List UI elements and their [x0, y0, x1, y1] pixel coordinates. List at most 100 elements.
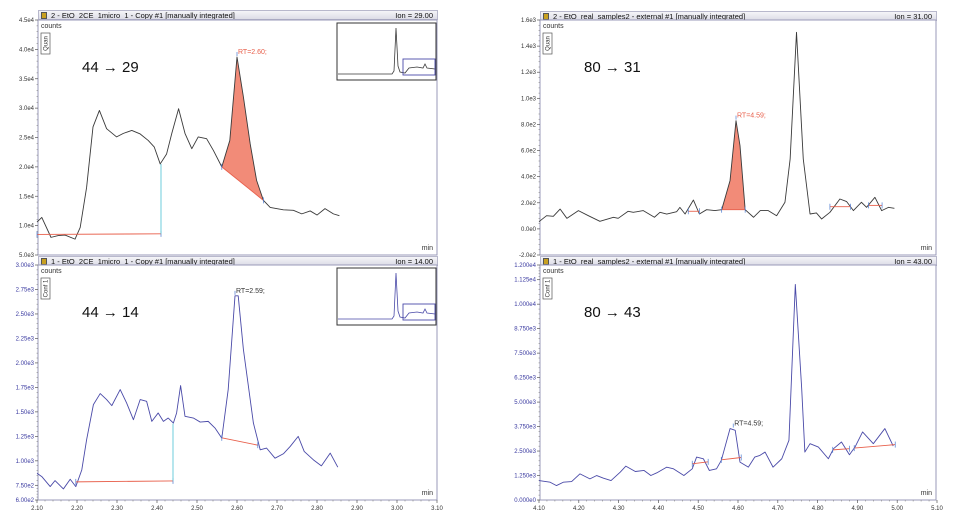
y-tick-label: 0.000e0: [514, 498, 536, 504]
y-tick-label: 1.25e3: [16, 434, 35, 440]
x-tick-label: 4.60: [732, 506, 744, 512]
transition-label: 80 → 43: [584, 304, 641, 321]
y-tick-label: 1.5e4: [19, 194, 35, 200]
y-tick-label: 0.0e0: [521, 227, 537, 233]
x-tick-label: 4.40: [653, 506, 665, 512]
y-unit-label: counts: [543, 268, 564, 275]
x-tick-label: 4.50: [692, 506, 704, 512]
y-tick-label: 8.0e2: [521, 122, 537, 128]
y-tick-label: 1.4e3: [521, 44, 537, 50]
y-tick-label: 2.50e3: [16, 312, 35, 318]
y-tick-label: 3.5e4: [19, 77, 35, 83]
overview-trace: [338, 27, 436, 75]
integration-baseline: [721, 457, 742, 461]
y-tick-label: 1.0e4: [19, 224, 35, 230]
y-tick-label: 1.75e3: [16, 385, 35, 391]
overview-trace: [338, 272, 436, 320]
x-unit-label: min: [921, 245, 932, 252]
y-tick-label: 4.5e4: [19, 18, 35, 24]
x-tick-label: 2.80: [311, 506, 323, 512]
integration-baseline: [36, 233, 162, 235]
y-tick-label: 2.75e3: [16, 287, 35, 293]
ion-label: Ion = 31.00: [894, 12, 932, 21]
y-unit-label: counts: [41, 23, 62, 30]
chart-panel-2: -2.0e2 0.0e0 2.0e2 4.0e2 6.0e2 8.0e2 1.0e3 1.2e…: [519, 18, 937, 259]
chart-panel-3: 0.000e0 1.250e3 2.500e3 3.750e3 5.000e3 6.250…: [514, 263, 943, 512]
y-tick-label: 8.750e3: [514, 327, 536, 333]
x-tick-label: 2.70: [271, 506, 283, 512]
y-tick-label: 7.500e3: [514, 351, 536, 357]
plot-frame: [539, 264, 937, 501]
badge-label: Quan: [546, 36, 552, 51]
x-tick-label: 4.70: [772, 506, 784, 512]
x-tick-label: 4.10: [533, 506, 545, 512]
overview-inset: [336, 267, 437, 326]
panel-title: 2 - EtO_2CE_1micro_1 - Copy #1 [manually…: [51, 11, 235, 20]
y-unit-label: counts: [41, 268, 62, 275]
retention-time-label: RT=4.59;: [737, 113, 766, 120]
chart-panel-1: 6.00e2 7.50e2 1.00e3 1.25e3 1.50e3 1.75e3 2.00…: [16, 263, 444, 512]
y-tick-label: 1.50e3: [16, 410, 35, 416]
integration-baseline: [75, 480, 174, 483]
badge-frame: [542, 32, 553, 55]
panel-title: 2 - EtO_real_samples2 - external #1 [man…: [553, 12, 746, 21]
overview-zoom-window: [402, 303, 436, 321]
x-tick-label: 3.10: [431, 506, 443, 512]
x-tick-label: 5.00: [891, 506, 903, 512]
y-tick-label: 1.250e3: [514, 474, 536, 480]
y-tick-label: 2.25e3: [16, 336, 35, 342]
x-tick-label: 4.30: [613, 506, 625, 512]
x-tick-label: 2.40: [151, 506, 163, 512]
y-tick-label: 1.2e3: [521, 70, 537, 76]
x-tick-label: 5.10: [931, 506, 943, 512]
y-tick-label: 2.00e3: [16, 361, 35, 367]
chromatogram-trace: [538, 31, 895, 223]
panel-grip-icon[interactable]: [41, 12, 47, 19]
integration-baseline: [221, 437, 258, 446]
y-tick-label: 3.750e3: [514, 425, 536, 431]
integration-baseline: [221, 166, 264, 201]
integrated-peak-area: [221, 57, 264, 201]
badge-frame: [40, 277, 51, 300]
y-unit-label: counts: [543, 23, 564, 30]
transition-label: 80 → 31: [584, 59, 641, 76]
chart-panel-0: 5.0e3 1.0e4 1.5e4 2.0e4 2.5e4 3.0e4 3.5e4 4.0e4…: [19, 18, 438, 259]
x-tick-label: 4.80: [812, 506, 824, 512]
badge-label: Conf 1: [546, 279, 552, 297]
y-tick-label: 1.000e4: [514, 302, 536, 308]
chromatogram-trace: [36, 295, 339, 490]
x-tick-label: 3.00: [391, 506, 403, 512]
x-tick-label: 2.30: [111, 506, 123, 512]
y-tick-label: 5.0e3: [19, 253, 35, 259]
y-tick-label: 5.000e3: [514, 400, 536, 406]
x-tick-label: 2.10: [31, 506, 43, 512]
ion-label: Ion = 29.00: [395, 11, 433, 20]
retention-time-label: RT=2.59;: [236, 288, 265, 295]
ion-label: Ion = 14.00: [395, 257, 433, 266]
x-tick-label: 2.60: [231, 506, 243, 512]
y-tick-label: 3.00e3: [16, 263, 35, 269]
transition-label: 44 → 14: [82, 304, 139, 321]
retention-time-label: RT=4.59;: [734, 421, 763, 428]
ion-label: Ion = 43.00: [894, 257, 932, 266]
x-tick-label: 4.90: [852, 506, 864, 512]
y-tick-label: 2.0e4: [19, 165, 35, 171]
chromatogram-trace: [36, 56, 340, 240]
x-tick-label: 4.20: [573, 506, 585, 512]
y-tick-label: 1.125e4: [514, 278, 536, 284]
y-tick-label: 2.500e3: [514, 449, 536, 455]
badge-frame: [542, 277, 553, 300]
x-unit-label: min: [422, 245, 433, 252]
x-unit-label: min: [921, 490, 932, 497]
x-tick-label: 2.20: [71, 506, 83, 512]
y-tick-label: 1.0e3: [521, 96, 537, 102]
y-tick-label: 1.00e3: [16, 459, 35, 465]
y-tick-label: 6.0e2: [521, 149, 537, 155]
retention-time-label: RT=2.60;: [238, 49, 267, 56]
integration-baseline: [692, 461, 709, 465]
badge-label: Quan: [44, 36, 50, 51]
y-tick-label: 4.0e2: [521, 175, 537, 181]
x-tick-label: 2.50: [191, 506, 203, 512]
y-tick-label: 7.50e2: [16, 483, 35, 489]
